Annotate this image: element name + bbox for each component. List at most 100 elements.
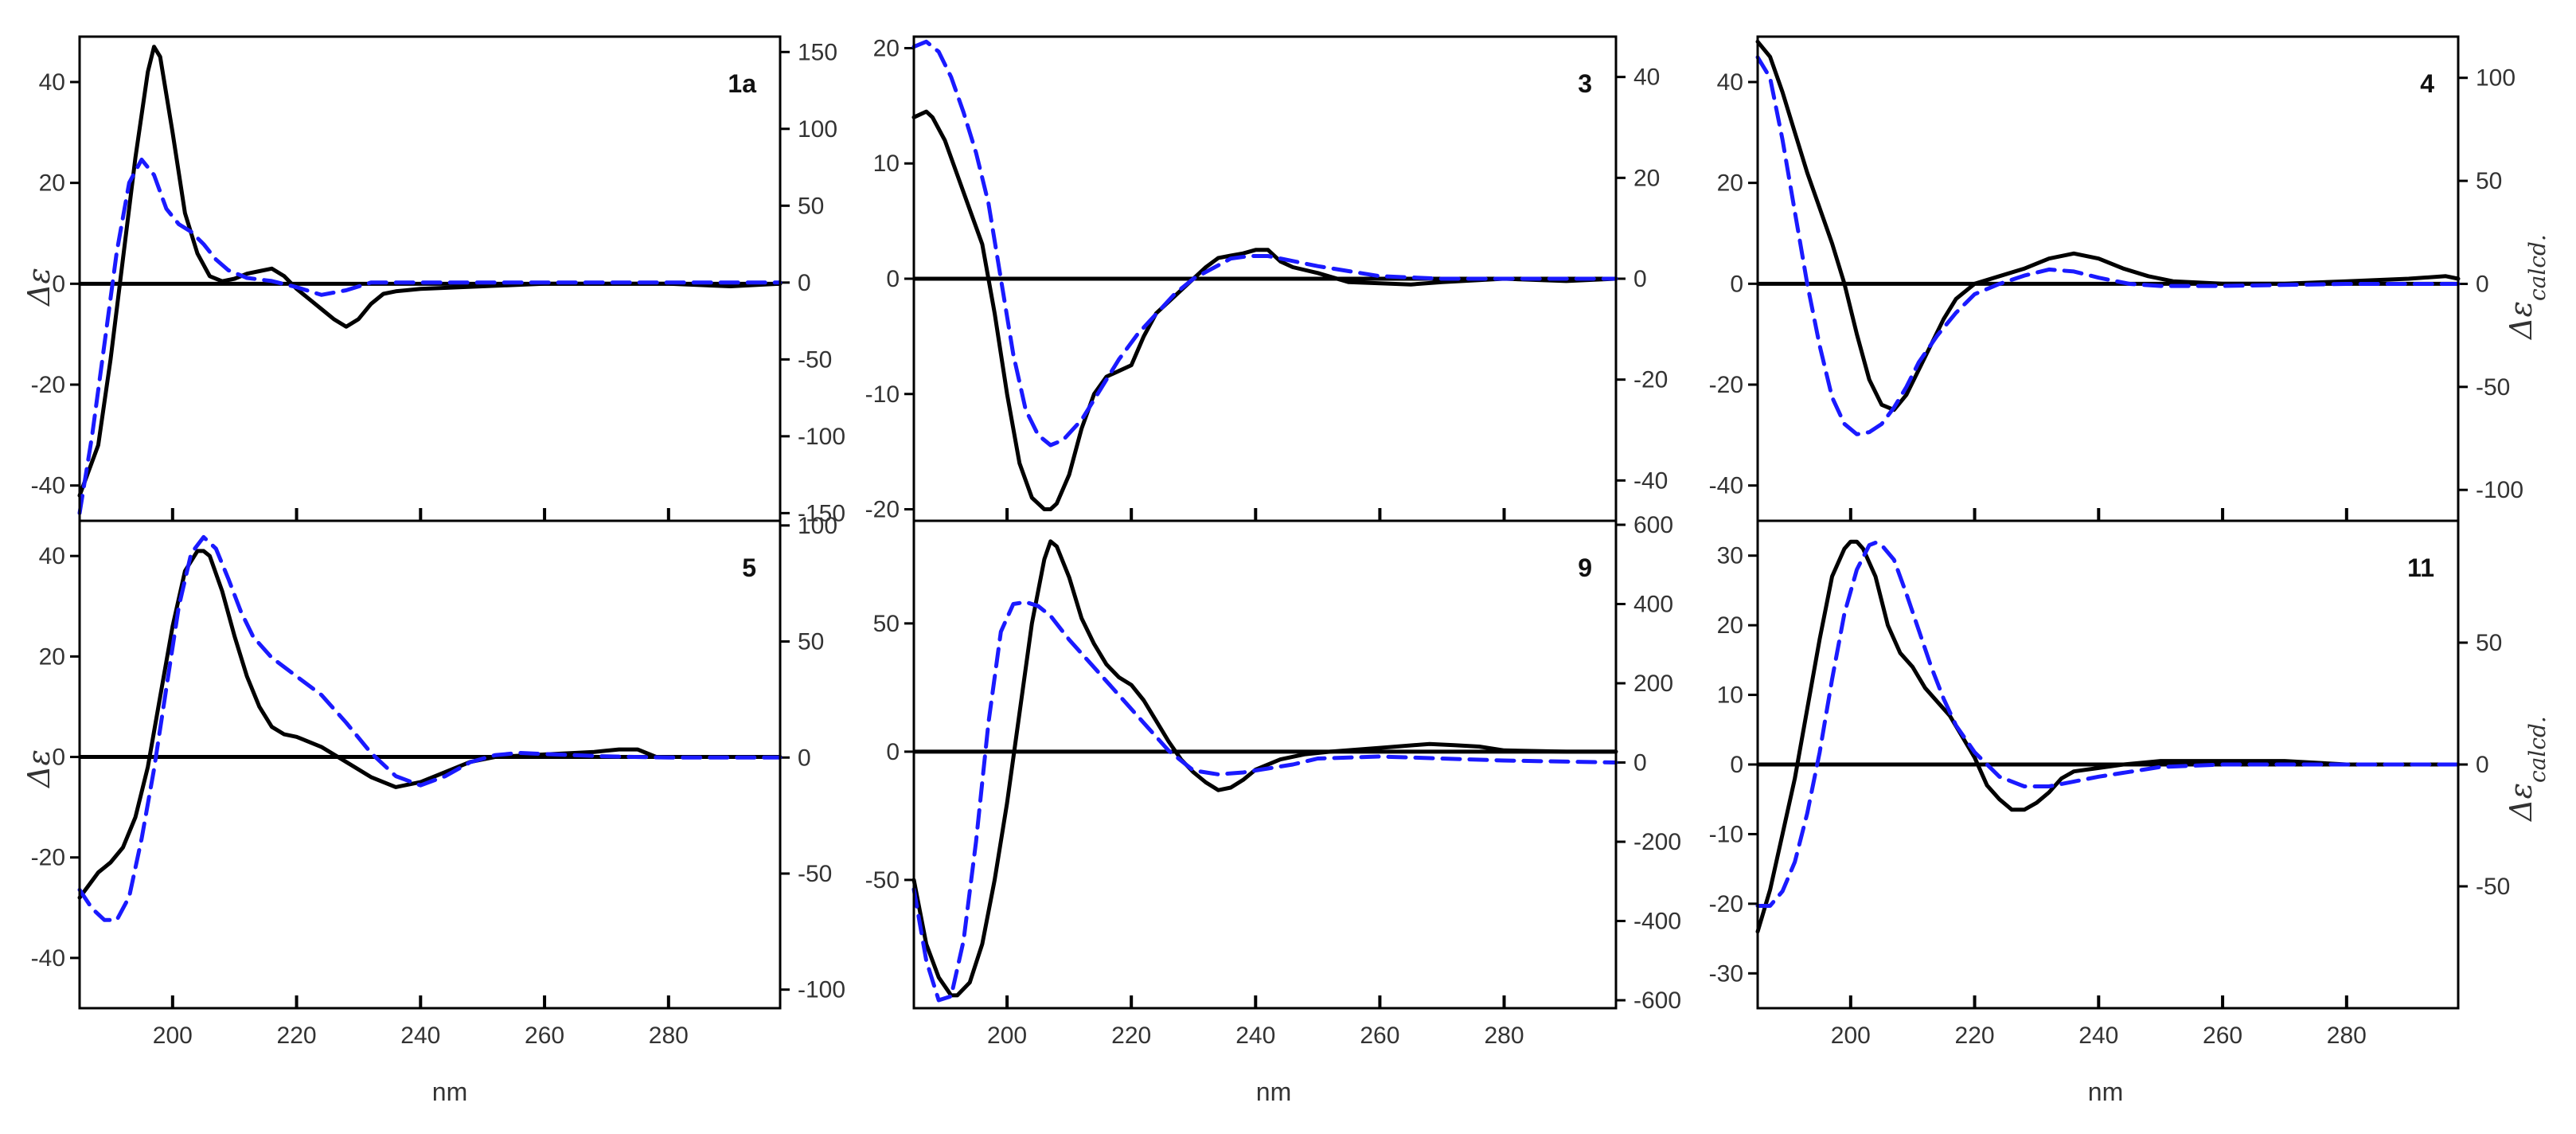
left-tick-label: 0 [886, 266, 900, 292]
panel-label: 1a [728, 69, 756, 98]
panel-5: -40 -20 0 20 40 -100 -50 0 50 100 200 220 240 260 280 5 [31, 513, 845, 1049]
experimental-curve [1755, 39, 2461, 413]
x-tick-label: 280 [1484, 1023, 1524, 1049]
left-y-title-bottom: Δε [21, 749, 57, 789]
right-tick-label: 100 [798, 116, 837, 143]
calculated-curve [77, 534, 783, 922]
left-tick-label: -20 [31, 845, 65, 871]
x-title-right: nm [2088, 1077, 2123, 1106]
right-tick-label: -200 [1633, 829, 1681, 855]
right-tick-label: 0 [2476, 752, 2489, 778]
right-tick-label: 100 [2476, 65, 2516, 92]
right-tick-label: -50 [2476, 874, 2510, 900]
right-tick-label: -50 [2476, 374, 2510, 401]
calculated-curve [911, 600, 1618, 1003]
left-tick-label: 50 [873, 611, 900, 637]
right-tick-label: 0 [798, 745, 811, 771]
left-tick-label: -50 [865, 867, 900, 894]
calculated-curve [911, 39, 1618, 448]
x-tick-label: 260 [2203, 1023, 2242, 1049]
right-y-title-top: Δεcalcd. [2504, 234, 2551, 341]
left-tick-label: 20 [873, 35, 900, 61]
left-tick-label: 20 [39, 170, 65, 197]
x-tick-label: 280 [2327, 1023, 2367, 1049]
right-tick-label: -600 [1633, 987, 1681, 1014]
left-tick-label: -40 [1709, 473, 1743, 499]
left-tick-label: -10 [865, 381, 900, 408]
left-tick-label: -20 [1709, 372, 1743, 398]
x-tick-label: 240 [2078, 1023, 2118, 1049]
x-title-left: nm [432, 1077, 467, 1106]
plot-frame [1756, 519, 2460, 1010]
x-tick-label: 220 [277, 1023, 317, 1049]
right-tick-label: 400 [1633, 591, 1673, 617]
left-tick-label: 0 [886, 739, 900, 765]
panel-9: -50 0 50 -600 -400 -200 0 200 400 600 200 220 240 260… [865, 512, 1681, 1049]
x-tick-label: 280 [649, 1023, 689, 1049]
right-y-title-bottom: Δεcalcd. [2504, 716, 2551, 823]
left-tick-label: -40 [31, 945, 65, 972]
panel-11: -30 -20 -10 0 10 20 30 -50 0 50 200 220 240 260 280 11 [1709, 519, 2510, 1049]
right-tick-label: 150 [798, 39, 837, 65]
calculated-curve [1755, 541, 2461, 908]
x-tick-label: 200 [987, 1023, 1027, 1049]
right-tick-label: 40 [1633, 65, 1660, 91]
calculated-curve [1755, 55, 2461, 436]
right-tick-label: 20 [1633, 165, 1660, 191]
x-tick-label: 200 [1831, 1023, 1871, 1049]
left-tick-label: 40 [1717, 69, 1743, 96]
right-tick-label: -400 [1633, 909, 1681, 935]
plot-frame [78, 519, 782, 1010]
left-tick-label: -10 [1709, 821, 1743, 847]
panel-label: 5 [742, 553, 756, 582]
right-tick-label: 0 [1633, 266, 1647, 292]
right-tick-label: -50 [798, 861, 832, 887]
x-tick-label: 220 [1955, 1023, 1995, 1049]
left-tick-label: -40 [31, 473, 65, 499]
left-tick-label: 30 [1717, 543, 1743, 569]
right-tick-label: 50 [2476, 168, 2502, 194]
right-tick-label: 50 [798, 193, 824, 219]
x-tick-label: 260 [525, 1023, 564, 1049]
left-tick-label: 40 [39, 69, 65, 96]
experimental-curve [77, 549, 783, 900]
left-tick-label: 20 [1717, 170, 1743, 197]
x-title-middle: nm [1256, 1077, 1291, 1106]
right-tick-label: 600 [1633, 512, 1673, 538]
right-y-title-top-sub: calcd. [2524, 234, 2551, 301]
left-tick-label: 10 [873, 151, 900, 177]
left-tick-label: -20 [865, 497, 900, 523]
right-tick-label: 200 [1633, 671, 1673, 697]
left-tick-label: 0 [1730, 271, 1743, 297]
panel-label: 4 [2420, 69, 2434, 98]
right-y-title-bottom-main: Δε [2504, 783, 2539, 823]
panel-label: 3 [1578, 69, 1592, 98]
calculated-curve [77, 157, 783, 515]
experimental-curve [1755, 539, 2461, 934]
right-tick-label: -100 [2476, 477, 2523, 503]
left-y-title-top: Δε [21, 268, 57, 307]
right-tick-label: -100 [798, 977, 845, 1003]
right-tick-label: 50 [798, 629, 824, 655]
right-tick-label: 0 [798, 270, 811, 296]
left-tick-label: -30 [1709, 960, 1743, 987]
right-tick-label: -100 [798, 424, 845, 450]
right-tick-label: -50 [798, 346, 832, 373]
right-tick-label: -20 [1633, 367, 1668, 393]
right-tick-label: -40 [1633, 467, 1668, 494]
left-tick-label: 20 [1717, 612, 1743, 639]
left-tick-label: 20 [39, 643, 65, 670]
right-tick-label: -150 [798, 500, 845, 526]
panel-3: -20 -10 0 10 20 -40 -20 0 20 40 3 [865, 35, 1669, 522]
right-y-title-bottom-sub: calcd. [2524, 716, 2551, 783]
x-tick-label: 240 [400, 1023, 440, 1049]
experimental-curve [911, 539, 1618, 998]
x-tick-label: 220 [1111, 1023, 1151, 1049]
right-y-title-top-main: Δε [2504, 301, 2539, 341]
right-tick-label: 0 [2476, 271, 2489, 297]
x-tick-label: 240 [1235, 1023, 1275, 1049]
experimental-curve [77, 45, 783, 498]
left-tick-label: 0 [52, 271, 65, 297]
